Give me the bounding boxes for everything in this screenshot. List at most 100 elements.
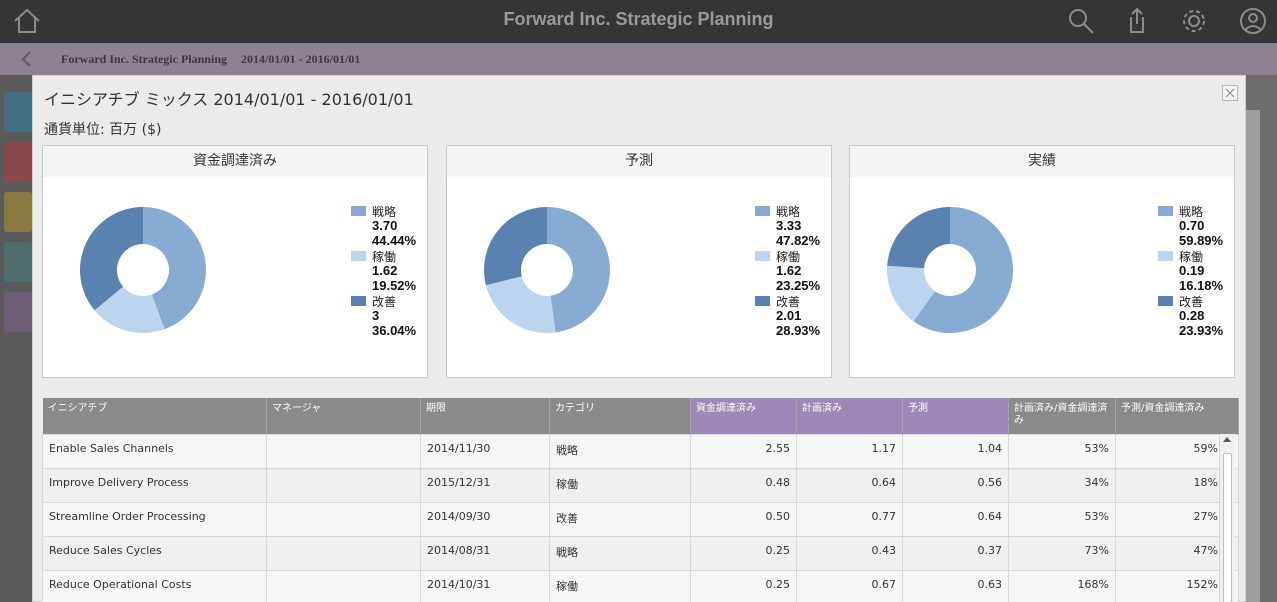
- dialog-title: イニシアチブ ミックス 2014/01/01 - 2016/01/01: [44, 90, 414, 109]
- cell-planned-ratio: 73%: [1008, 535, 1116, 571]
- legend-swatch: [1158, 251, 1173, 261]
- column-header-initiative[interactable]: イニシアチブ: [42, 398, 267, 434]
- slice-strategy[interactable]: [547, 207, 610, 333]
- legend-label: 改善: [776, 295, 801, 309]
- panel-forecast: 予測 戦略 3.33 47.82% 稼働 1.62 23.25% 改善 2.01 28.93…: [446, 145, 832, 378]
- funded-donut-chart[interactable]: [79, 206, 207, 334]
- cell-forecast-ratio: 27%: [1115, 501, 1239, 537]
- cell-forecast: 0.56: [902, 467, 1009, 503]
- cell-manager: [266, 501, 421, 537]
- search-icon[interactable]: [1066, 6, 1096, 36]
- cell-funded: 0.50: [690, 501, 797, 537]
- legend-item-improvement: 改善 3 36.04%: [351, 293, 427, 338]
- cell-planned: 0.43: [796, 535, 903, 571]
- cell-forecast-ratio: 152%: [1115, 569, 1239, 602]
- legend-item-operation: 稼働 1.62 19.52%: [351, 248, 427, 293]
- cell-forecast: 0.37: [902, 535, 1009, 571]
- legend-percent: 47.82%: [776, 233, 821, 248]
- gear-icon[interactable]: [1179, 6, 1209, 36]
- actual-donut-chart[interactable]: [886, 206, 1014, 334]
- legend-percent: 16.18%: [1179, 278, 1224, 293]
- table-row[interactable]: Reduce Sales Cycles 2014/08/31 戦略 0.25 0.43 0…: [42, 535, 1239, 571]
- legend-item-operation: 稼働 0.19 16.18%: [1158, 248, 1234, 293]
- column-header-manager[interactable]: マネージャ: [266, 398, 421, 434]
- slice-strategy[interactable]: [913, 207, 1013, 333]
- slice-strategy[interactable]: [143, 207, 207, 330]
- slice-improvement[interactable]: [80, 207, 143, 311]
- legend-value: 2.01: [776, 308, 802, 323]
- slice-operation[interactable]: [887, 265, 935, 322]
- cell-planned: 0.67: [796, 569, 903, 602]
- table-row[interactable]: Enable Sales Channels 2014/11/30 戦略 2.55 1.1…: [42, 433, 1239, 469]
- legend-label: 稼働: [776, 250, 801, 264]
- column-header-due-date[interactable]: 期限: [420, 398, 550, 434]
- scroll-up-arrow-icon[interactable]: [1223, 437, 1231, 442]
- panel-title: 予測: [447, 146, 831, 177]
- breadcrumb-period: 2014/01/01 - 2016/01/01: [241, 52, 361, 66]
- chart-legend: 戦略 3.70 44.44% 稼働 1.62 19.52% 改善 3 36.04%: [351, 203, 427, 338]
- legend-item-improvement: 改善 0.28 23.93%: [1158, 293, 1234, 338]
- cell-planned-ratio: 34%: [1008, 467, 1116, 503]
- column-header-funded[interactable]: 資金調達済み: [690, 398, 797, 434]
- legend-percent: 59.89%: [1179, 233, 1224, 248]
- legend-label: 改善: [372, 295, 397, 309]
- legend-swatch: [351, 296, 366, 306]
- cell-forecast: 1.04: [902, 433, 1009, 469]
- breadcrumb: Forward Inc. Strategic Planning 2014/01/0…: [0, 43, 1277, 75]
- scrollbar-thumb[interactable]: [1223, 453, 1232, 602]
- column-header-forecast[interactable]: 予測: [902, 398, 1009, 434]
- forecast-donut-chart[interactable]: [483, 206, 611, 334]
- user-icon[interactable]: [1238, 6, 1268, 36]
- slice-operation[interactable]: [94, 286, 165, 333]
- panel-title: 実績: [850, 146, 1234, 177]
- home-icon[interactable]: [12, 6, 42, 36]
- slice-operation[interactable]: [485, 276, 556, 333]
- initiative-mix-dialog: イニシアチブ ミックス 2014/01/01 - 2016/01/01 通貨単位…: [32, 75, 1246, 602]
- legend-item-strategy: 戦略 3.70 44.44%: [351, 203, 427, 248]
- column-header-planned[interactable]: 計画済み: [796, 398, 903, 434]
- legend-label: 戦略: [776, 205, 801, 219]
- sidebar-item-finance[interactable]: [4, 192, 32, 232]
- share-icon[interactable]: [1122, 6, 1152, 36]
- legend-percent: 36.04%: [372, 323, 417, 338]
- breadcrumb-name[interactable]: Forward Inc. Strategic Planning: [61, 52, 227, 66]
- column-header-planned-vs-funded[interactable]: 計画済み/資金調達済み: [1008, 398, 1116, 434]
- legend-value: 1.62: [372, 263, 398, 278]
- sidebar-item-trend[interactable]: [4, 142, 32, 182]
- cell-funded: 0.48: [690, 467, 797, 503]
- legend-item-operation: 稼働 1.62 23.25%: [755, 248, 831, 293]
- back-arrow-icon[interactable]: [18, 50, 36, 68]
- table-row[interactable]: Improve Delivery Process 2015/12/31 稼働 0.48…: [42, 467, 1239, 503]
- legend-swatch: [755, 296, 770, 306]
- legend-percent: 23.93%: [1179, 323, 1224, 338]
- column-header-forecast-vs-funded[interactable]: 予測/資金調達済み: [1115, 398, 1239, 434]
- cell-forecast: 0.63: [902, 569, 1009, 602]
- sidebar-item-list[interactable]: [4, 242, 32, 282]
- cell-category: 戦略: [549, 535, 691, 571]
- legend-swatch: [351, 251, 366, 261]
- table-row[interactable]: Reduce Operational Costs 2014/10/31 稼働 0.25…: [42, 569, 1239, 602]
- table-scrollbar[interactable]: [1219, 434, 1235, 602]
- column-header-category[interactable]: カテゴリ: [549, 398, 691, 434]
- cell-manager: [266, 569, 421, 602]
- app-title: Forward Inc. Strategic Planning: [503, 9, 774, 29]
- legend-swatch: [755, 251, 770, 261]
- legend-value: 1.62: [776, 263, 802, 278]
- cell-initiative: Improve Delivery Process: [42, 467, 267, 503]
- slice-improvement[interactable]: [887, 207, 950, 269]
- sidebar-item-scorecard[interactable]: [4, 92, 32, 132]
- close-button[interactable]: [1222, 85, 1238, 101]
- legend-value: 3.33: [776, 218, 802, 233]
- slice-improvement[interactable]: [484, 207, 547, 286]
- panel-funded: 資金調達済み 戦略 3.70 44.44% 稼働 1.62 19.52% 改善 3 36.0…: [42, 145, 428, 378]
- cell-planned: 0.77: [796, 501, 903, 537]
- breadcrumb-text: Forward Inc. Strategic Planning 2014/01/0…: [61, 52, 360, 67]
- legend-percent: 23.25%: [776, 278, 821, 293]
- background-card: [1246, 110, 1260, 602]
- legend-item-strategy: 戦略 0.70 59.89%: [1158, 203, 1234, 248]
- cell-initiative: Enable Sales Channels: [42, 433, 267, 469]
- sidebar-item-analytics[interactable]: [4, 292, 32, 332]
- legend-label: 戦略: [372, 205, 397, 219]
- table-row[interactable]: Streamline Order Processing 2014/09/30 改善 0…: [42, 501, 1239, 537]
- cell-forecast-ratio: 18%: [1115, 467, 1239, 503]
